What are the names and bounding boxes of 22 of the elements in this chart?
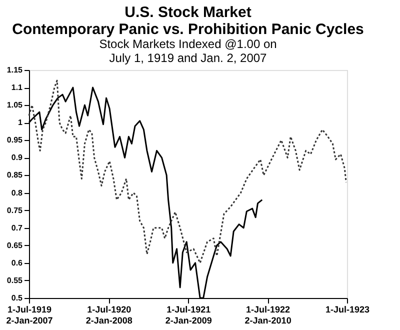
y-tick-label: 0.8 bbox=[11, 188, 24, 198]
chart-subtitle: Stock Markets Indexed @1.00 on July 1, 1919 and Jan. 2, 2007 bbox=[99, 37, 277, 65]
y-tick-label: 0.95 bbox=[6, 136, 24, 145]
line-series bbox=[28, 80, 347, 264]
y-tick-label: 0.55 bbox=[6, 276, 24, 285]
y-tick-label: 0.85 bbox=[6, 170, 24, 180]
x-tick-label: 1-Jul-1920 2-Jan-2008 bbox=[86, 304, 132, 326]
chart-title: U.S. Stock Market Contemporary Panic vs. Prohibition Panic Cycles bbox=[12, 4, 364, 38]
x-tick-label: 1-Jul-1921 2-Jan-2009 bbox=[165, 304, 212, 326]
y-tick-label: 1.1 bbox=[11, 83, 24, 92]
x-tick-label: 1-Jul-1922 2-Jan-2010 bbox=[244, 304, 292, 326]
y-tick-label: 0.65 bbox=[6, 240, 24, 250]
y-tick-label: 0.9 bbox=[11, 153, 24, 162]
x-tick-label: 1-Jul-1919 2-Jan-2007 bbox=[6, 304, 53, 326]
y-tick-label: 0.6 bbox=[11, 258, 24, 268]
y-tick-label: 0.75 bbox=[6, 206, 24, 215]
y-tick-label: 1.15 bbox=[6, 66, 24, 74]
y-tick-label: 1.05 bbox=[6, 100, 24, 110]
y-tick-label: 0.7 bbox=[11, 223, 24, 232]
x-tick-label: 1-Jul-1923 bbox=[325, 304, 370, 314]
y-tick-label: 0.5 bbox=[11, 294, 24, 302]
y-tick-label: 1 bbox=[18, 118, 24, 128]
